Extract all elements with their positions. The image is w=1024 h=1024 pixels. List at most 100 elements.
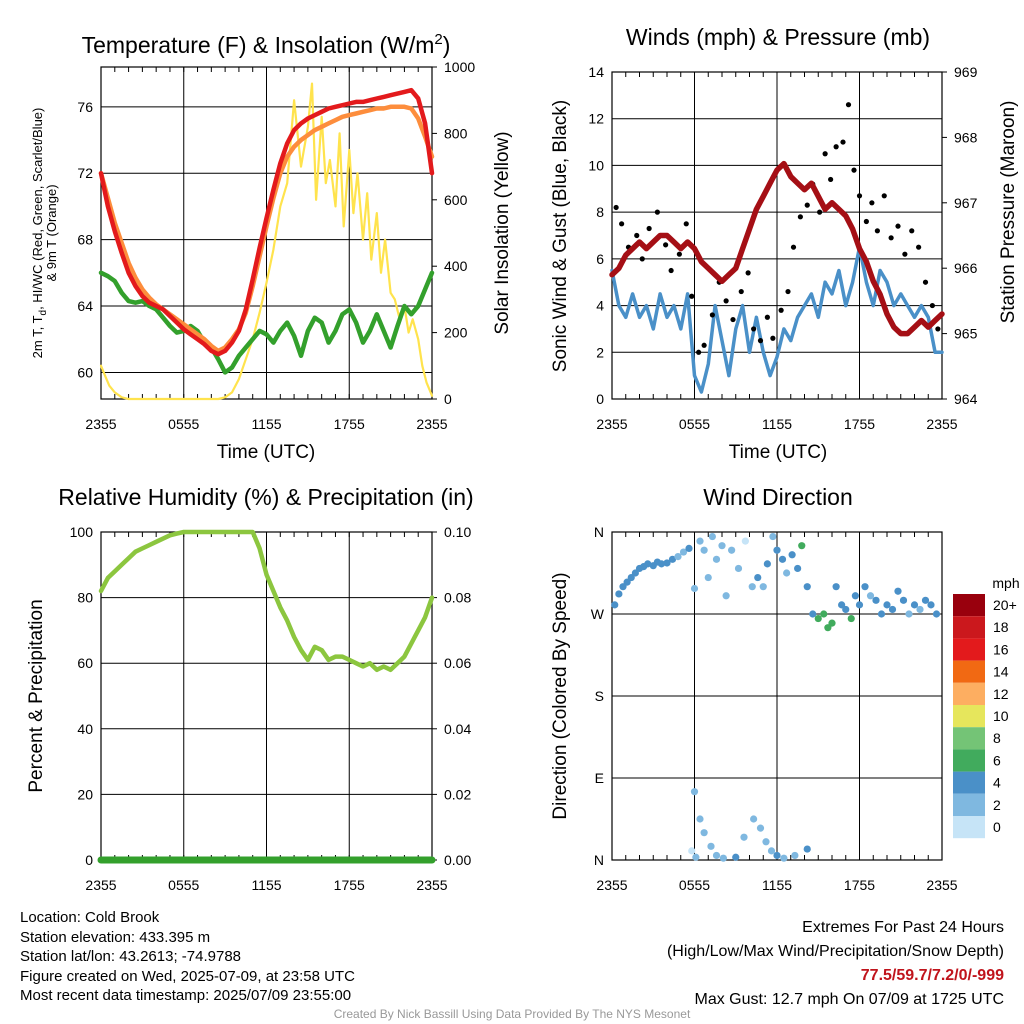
plot-frame <box>611 71 943 400</box>
direction-point <box>773 546 781 554</box>
legend-label: 2 <box>993 797 1001 813</box>
y-tick-label: E <box>595 770 604 786</box>
gust-point <box>863 218 869 225</box>
insolation-line <box>99 82 434 401</box>
plot-frame <box>611 531 943 861</box>
direction-point <box>734 564 743 573</box>
y-tick-label: W <box>591 606 605 622</box>
gust-point <box>676 251 682 257</box>
direction-point <box>927 601 935 609</box>
y2-tick-label: 0.10 <box>444 524 471 540</box>
direction-point <box>767 847 776 855</box>
y2-tick-label: 965 <box>954 326 978 342</box>
direction-point <box>838 601 846 609</box>
y-tick-label: 4 <box>596 298 604 314</box>
gust-point <box>902 251 908 257</box>
gust-point <box>929 302 935 309</box>
direction-point <box>866 592 875 600</box>
y-tick-label: 0 <box>85 852 93 868</box>
gust-point <box>785 288 791 295</box>
y-tick-label: 60 <box>77 655 93 671</box>
direction-point <box>700 829 708 837</box>
legend-label: 18 <box>993 619 1009 635</box>
y2-axis-label: Solar Insolation (Yellow) <box>492 131 513 334</box>
gust-point <box>654 209 660 215</box>
y-tick-label: 80 <box>77 590 93 606</box>
direction-point <box>696 815 704 823</box>
y-tick-label: 76 <box>77 99 93 115</box>
direction-point <box>883 601 891 609</box>
y-tick-label: 72 <box>77 165 93 181</box>
direction-point <box>623 578 631 586</box>
legend-title: mph <box>992 575 1019 591</box>
direction-point <box>809 610 817 618</box>
direction-point <box>910 601 919 609</box>
y2-tick-label: 0.00 <box>444 852 471 868</box>
direction-point <box>718 542 726 550</box>
legend-label: 14 <box>993 664 1009 680</box>
y-tick-label: 60 <box>77 364 93 380</box>
gust-point <box>757 338 764 344</box>
direction-point <box>688 847 696 855</box>
gust-point <box>751 326 757 332</box>
x-tick-label: 1155 <box>251 416 281 432</box>
direction-point <box>663 559 671 567</box>
direction-point <box>763 560 771 568</box>
direction-point <box>894 587 902 595</box>
legend-swatch <box>953 616 985 639</box>
temperature-line <box>98 87 435 357</box>
direction-point <box>740 833 748 841</box>
gust-point <box>696 349 702 355</box>
credit-text: Created By Nick Bassill Using Data Provi… <box>333 1007 691 1021</box>
recent-data-text: Most recent data timestamp: 2025/07/09 2… <box>20 987 352 1004</box>
y2-tick-label: 600 <box>444 192 468 208</box>
direction-point <box>847 614 855 623</box>
direction-point <box>748 583 756 591</box>
gust-point <box>764 314 770 320</box>
direction-point <box>696 537 704 545</box>
direction-point <box>855 601 864 609</box>
direction-point <box>668 555 677 563</box>
y2-tick-label: 969 <box>954 64 978 80</box>
x-tick-label: 2355 <box>416 416 447 432</box>
x-tick-label: 2355 <box>596 877 627 893</box>
y-tick-label: 10 <box>588 157 604 173</box>
legend-label: 6 <box>993 752 1001 768</box>
direction-point <box>803 583 811 591</box>
plot-frame <box>100 66 433 400</box>
direction-point <box>657 560 666 568</box>
direction-point <box>712 851 721 860</box>
y2-tick-label: 968 <box>954 129 978 145</box>
gust-point <box>770 335 776 341</box>
chart-title: Relative Humidity (%) & Precipitation (i… <box>58 484 473 510</box>
x-tick-label: 0555 <box>168 416 199 432</box>
x-tick-label: 2355 <box>85 877 116 893</box>
gust-point <box>845 102 852 108</box>
x-tick-label: 1755 <box>334 416 365 432</box>
gust-point <box>613 204 619 211</box>
gust-point <box>869 200 875 206</box>
y-axis-label: Sonic Wind & Gust (Blue, Black) <box>550 100 571 372</box>
x-tick-label: 2355 <box>926 416 957 432</box>
y-tick-label: 0 <box>596 391 604 407</box>
direction-point <box>722 592 730 600</box>
direction-point <box>750 815 758 823</box>
direction-point <box>832 583 840 591</box>
x-tick-label: 2355 <box>926 877 957 893</box>
latlon-text: Station lat/lon: 43.2613; -74.9788 <box>20 948 242 965</box>
legend-label: 20+ <box>993 597 1017 613</box>
y2-tick-label: 966 <box>954 260 978 276</box>
legend-label: 10 <box>993 708 1009 724</box>
legend-label: 12 <box>993 686 1009 702</box>
gust-point <box>840 139 846 145</box>
gust-point <box>778 307 784 313</box>
y2-tick-label: 400 <box>444 258 468 274</box>
legend-swatch <box>953 594 985 617</box>
y2-axis-label: Station Pressure (Maroon) <box>998 101 1019 324</box>
legend-swatch <box>953 816 985 839</box>
direction-point <box>788 551 796 559</box>
gust-point <box>817 209 823 215</box>
direction-point <box>679 548 688 556</box>
gust-point <box>668 267 674 274</box>
